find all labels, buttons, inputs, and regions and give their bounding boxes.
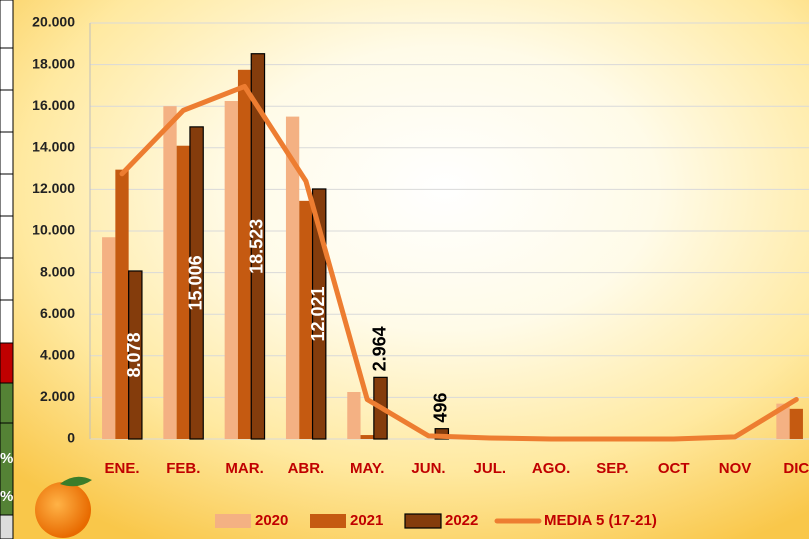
x-tick-label: ENE. <box>104 460 139 477</box>
x-tick-label: OCT <box>658 460 690 477</box>
data-label: 8.078 <box>124 332 144 377</box>
x-tick-label: AGO. <box>532 460 570 477</box>
y-tick-label: 4.000 <box>40 347 75 363</box>
x-tick-label: JUN. <box>411 460 445 477</box>
x-tick-label: ABR. <box>288 460 325 477</box>
bar <box>102 237 115 439</box>
x-tick-label: DIC <box>783 460 809 477</box>
side-cell <box>0 383 13 423</box>
page: {"chart_data": {"type": "bar", "categori… <box>0 0 809 539</box>
chart: % % 0 2.000 4.000 6.000 8.000 10.000 12.000 14.… <box>0 0 809 539</box>
y-tick-label: 14.000 <box>32 139 75 155</box>
x-tick-label: MAY. <box>350 460 384 477</box>
y-tick-label: 12.000 <box>32 180 75 196</box>
y-tick-label: 16.000 <box>32 97 75 113</box>
data-label: 496 <box>431 393 451 423</box>
legend-swatch <box>215 514 251 528</box>
bar <box>347 392 360 439</box>
legend-swatch <box>310 514 346 528</box>
legend-label: 2020 <box>255 512 288 529</box>
data-label: 2.964 <box>369 326 389 371</box>
data-label: 18.523 <box>247 219 267 274</box>
side-cell <box>0 515 13 539</box>
y-tick-label: 8.000 <box>40 263 75 279</box>
y-tick-label: 18.000 <box>32 55 75 71</box>
side-label: % <box>0 488 13 505</box>
x-tick-label: MAR. <box>225 460 263 477</box>
legend-label: 2022 <box>445 512 478 529</box>
side-cell <box>0 343 13 383</box>
data-label: 15.006 <box>185 255 205 310</box>
legend-label: MEDIA 5 (17-21) <box>544 512 657 529</box>
bar <box>163 106 176 439</box>
y-tick-label: 0 <box>67 430 75 446</box>
x-tick-label: FEB. <box>166 460 200 477</box>
y-tick-label: 20.000 <box>32 14 75 30</box>
x-tick-label: JUL. <box>474 460 507 477</box>
y-tick-label: 10.000 <box>32 222 75 238</box>
bar <box>115 170 128 439</box>
y-tick-label: 2.000 <box>40 388 75 404</box>
legend-swatch <box>405 514 441 528</box>
legend-label: 2021 <box>350 512 383 529</box>
side-strip: % % <box>0 0 13 539</box>
side-cell <box>0 0 13 343</box>
data-label: 12.021 <box>308 286 328 341</box>
bar <box>790 409 803 439</box>
x-tick-label: SEP. <box>596 460 628 477</box>
x-tick-label: NOV <box>719 460 752 477</box>
y-tick-label: 6.000 <box>40 305 75 321</box>
bar <box>361 435 374 439</box>
side-label: % <box>0 450 13 467</box>
bar <box>225 101 238 439</box>
